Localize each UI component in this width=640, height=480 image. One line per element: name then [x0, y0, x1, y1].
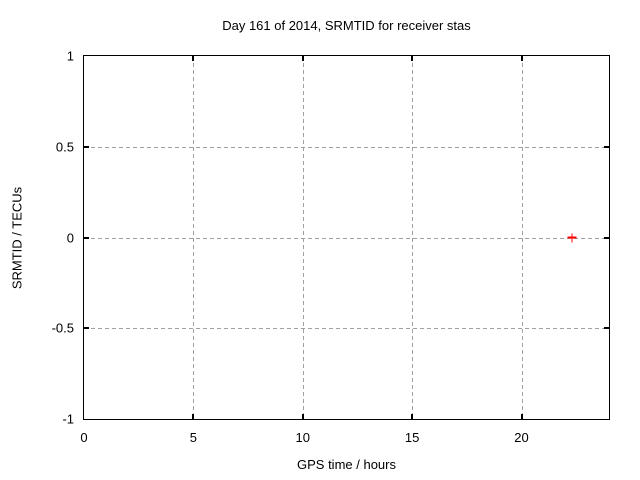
x-tick-label: 5: [189, 430, 197, 445]
tick-mark: [301, 56, 304, 61]
y-tick-label: -0.5: [51, 320, 74, 336]
tick-mark: [520, 56, 523, 61]
y-tick-label: -1: [62, 411, 74, 427]
data-point-marker: [567, 233, 577, 242]
tick-mark: [301, 414, 304, 419]
tick-mark: [192, 414, 195, 419]
gridline-horizontal: [84, 328, 609, 330]
x-tick-label: 10: [295, 430, 310, 445]
x-tick-label: 15: [404, 430, 420, 445]
tick-mark: [604, 145, 609, 148]
chart-title: Day 161 of 2014, SRMTID for receiver sta…: [222, 18, 471, 33]
y-tick-label: 0.5: [55, 139, 74, 155]
tick-mark: [604, 236, 609, 239]
plot-area: 0 5 10 15 20 -1 -0.5 0 0.5 1: [52, 49, 610, 445]
tick-mark: [84, 327, 89, 330]
tick-mark: [411, 56, 414, 61]
tick-mark: [520, 414, 523, 419]
y-axis-label: SRMTID / TECUs: [9, 186, 25, 290]
tick-mark: [604, 327, 609, 330]
y-tick-label: 0: [66, 230, 74, 245]
y-tick-label: 1: [66, 48, 74, 64]
gridline-horizontal: [84, 146, 609, 148]
x-tick-label: 0: [80, 430, 88, 445]
tick-mark: [84, 236, 89, 239]
x-tick-label: 20: [514, 430, 529, 445]
x-axis-label: GPS time / hours: [297, 457, 396, 472]
tick-mark: [411, 414, 414, 419]
tick-mark: [192, 56, 195, 61]
gridline-horizontal: [84, 237, 609, 239]
tick-mark: [84, 145, 89, 148]
